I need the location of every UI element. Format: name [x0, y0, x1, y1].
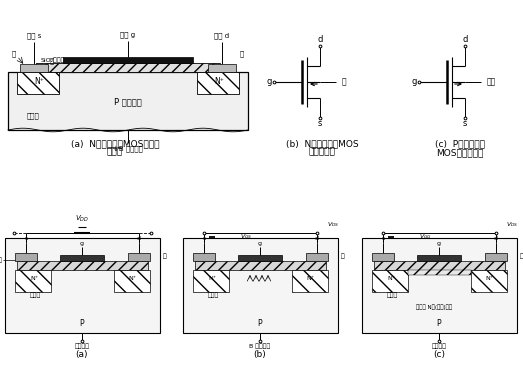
Bar	[114, 270, 150, 292]
Text: (c): (c)	[433, 350, 445, 360]
Text: 耗尽层: 耗尽层	[27, 113, 39, 119]
Bar	[20, 64, 48, 72]
Bar	[197, 72, 239, 94]
Bar	[60, 255, 104, 261]
Text: N⁺: N⁺	[128, 277, 136, 281]
Text: N⁺: N⁺	[306, 277, 314, 281]
Text: 耗尽层: 耗尽层	[208, 292, 219, 298]
Bar	[292, 270, 328, 292]
Bar	[15, 253, 37, 261]
Text: s: s	[381, 237, 384, 242]
Text: (b): (b)	[254, 350, 266, 360]
Bar	[471, 270, 507, 292]
Bar	[238, 255, 282, 261]
Bar	[15, 270, 51, 292]
Text: 漏极 d: 漏极 d	[214, 33, 230, 39]
Text: 源极 s: 源极 s	[27, 33, 41, 39]
Text: 衬底引线: 衬底引线	[74, 343, 89, 349]
Text: (a): (a)	[76, 350, 88, 360]
Bar	[8, 72, 248, 130]
Text: 铝: 铝	[12, 51, 16, 57]
Bar	[193, 270, 229, 292]
Text: 铝: 铝	[163, 253, 167, 259]
Text: g: g	[266, 77, 271, 87]
Text: d: d	[315, 237, 319, 242]
Text: B 衬底引线: B 衬底引线	[249, 343, 270, 349]
Text: $V_{DS}$: $V_{DS}$	[327, 220, 339, 230]
Text: 衬底: 衬底	[487, 77, 496, 87]
Text: s: s	[318, 119, 322, 128]
Bar	[417, 255, 461, 261]
Text: P: P	[79, 319, 84, 327]
Bar	[63, 57, 193, 63]
Text: 铝: 铝	[50, 58, 54, 64]
Text: s: s	[463, 119, 467, 128]
Text: 衬底引线: 衬底引线	[431, 343, 447, 349]
Bar	[195, 261, 326, 270]
Text: P 型硅衬底: P 型硅衬底	[114, 97, 142, 107]
Bar	[17, 72, 59, 94]
Text: s: s	[202, 237, 206, 242]
Text: $V_{GG}$: $V_{GG}$	[418, 233, 431, 242]
Bar	[17, 261, 148, 270]
Bar	[193, 253, 215, 261]
Text: $V_{DD}$: $V_{DD}$	[75, 214, 89, 224]
Text: g: g	[80, 241, 84, 246]
Text: 衬: 衬	[342, 77, 347, 87]
Text: SiO₂绝缘层: SiO₂绝缘层	[41, 57, 65, 63]
Bar	[408, 270, 471, 275]
Text: d: d	[317, 35, 323, 45]
Text: 示意图: 示意图	[107, 147, 123, 157]
Text: (b)  N沟道增强型MOS: (b) N沟道增强型MOS	[286, 139, 358, 149]
Text: P: P	[258, 319, 263, 327]
Bar	[372, 253, 394, 261]
Text: MOS管代表符号: MOS管代表符号	[436, 149, 484, 158]
Text: $V_{GS}$: $V_{GS}$	[240, 233, 252, 242]
Text: N⁺: N⁺	[34, 77, 44, 85]
Text: 铝: 铝	[341, 253, 345, 259]
Text: $V_{DS}$: $V_{DS}$	[506, 220, 518, 230]
Text: 二氧化硅: 二氧化硅	[0, 257, 3, 263]
Text: N⁺: N⁺	[30, 277, 38, 281]
Text: ↓B 衬底引线: ↓B 衬底引线	[113, 146, 143, 152]
Text: g: g	[258, 241, 262, 246]
Bar	[208, 64, 236, 72]
Text: 管代表符号: 管代表符号	[309, 147, 335, 157]
Text: 铝: 铝	[240, 51, 244, 57]
Bar	[374, 261, 505, 270]
Bar	[362, 238, 517, 333]
Bar	[485, 253, 507, 261]
Text: 栅极 g: 栅极 g	[120, 32, 135, 38]
Text: 耗尽层: 耗尽层	[386, 292, 397, 298]
Text: g: g	[437, 241, 441, 246]
Text: g: g	[411, 77, 417, 87]
Text: N⁺: N⁺	[208, 277, 216, 281]
Text: d: d	[462, 35, 468, 45]
Text: (c)  P沟道增强型: (c) P沟道增强型	[435, 139, 485, 149]
Text: 耗尽层: 耗尽层	[29, 292, 41, 298]
Text: 耗尽层 N型(感生)沟道: 耗尽层 N型(感生)沟道	[416, 304, 452, 310]
Text: P: P	[437, 319, 441, 327]
Text: d: d	[137, 237, 141, 242]
Bar	[5, 238, 160, 333]
Bar	[306, 253, 328, 261]
Text: N⁺: N⁺	[214, 77, 224, 85]
Bar	[128, 253, 150, 261]
Text: N⁺: N⁺	[485, 277, 493, 281]
Bar	[372, 270, 408, 292]
Bar	[183, 238, 338, 333]
Text: (a)  N沟道增强型MOS管结构: (a) N沟道增强型MOS管结构	[71, 139, 159, 149]
Text: d: d	[494, 237, 498, 242]
Text: 铝: 铝	[520, 253, 523, 259]
Text: N⁺: N⁺	[387, 277, 395, 281]
Text: s: s	[25, 237, 28, 242]
Bar	[36, 63, 220, 72]
